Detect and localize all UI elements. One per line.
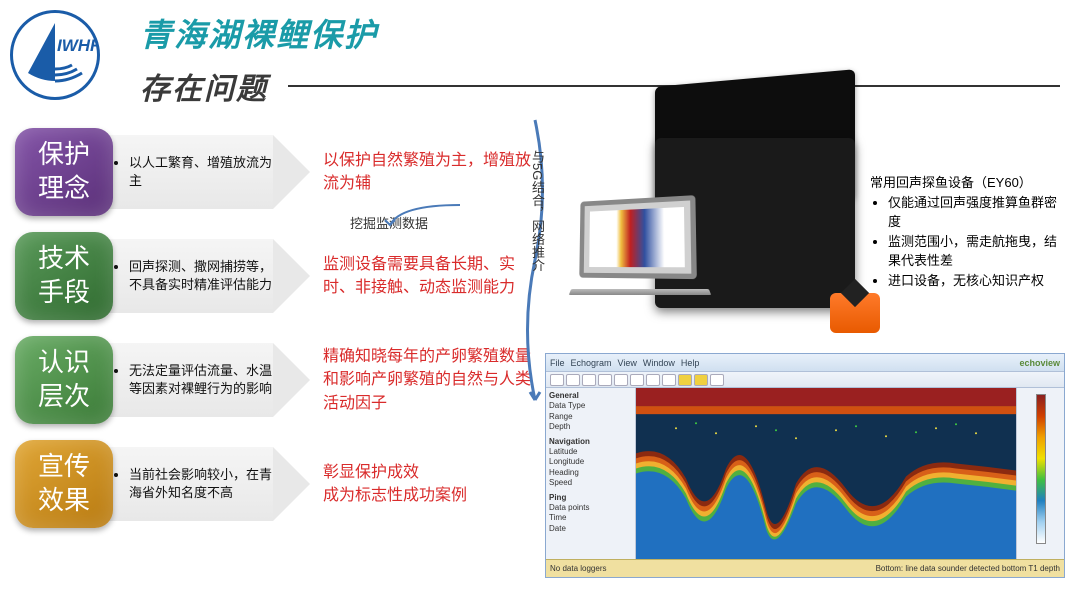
sonar-sidebar-left: General Data Type Range Depth Navigation…	[546, 388, 636, 559]
tb-btn[interactable]	[678, 374, 692, 386]
sonar-body: General Data Type Range Depth Navigation…	[546, 388, 1064, 559]
side-label: Ping	[549, 493, 632, 503]
mining-arrow-icon	[330, 200, 470, 240]
badge-3: 认识 层次	[15, 336, 113, 424]
side-label: Data Type	[549, 401, 632, 411]
side-label: General	[549, 391, 632, 401]
equip-point-1: 监测范围小，需走航拖曳，结果代表性差	[888, 232, 1060, 271]
equipment-text: 常用回声探鱼设备（EY60） 仅能通过回声强度推算鱼群密度 监测范围小，需走航拖…	[870, 173, 1060, 290]
left-column: 保护 理念 以人工繁育、增殖放流为主 以保护自然繁殖为主，增殖放流为辅 技术 手…	[15, 128, 535, 528]
tb-btn[interactable]	[582, 374, 596, 386]
subtitle: 存在问题	[140, 64, 268, 108]
side-label: Data points	[549, 503, 632, 513]
red-2: 监测设备需要具备长期、实时、非接触、动态监测能力	[323, 253, 533, 299]
side-label: Date	[549, 524, 632, 534]
row-publicity: 宣传 效果 当前社会影响较小，在青海省外知名度不高 彰显保护成效 成为标志性成功…	[15, 440, 535, 528]
logo-badge: IWHR	[10, 10, 100, 100]
transducer	[830, 293, 880, 333]
badge-4-line2: 效果	[38, 484, 90, 518]
equipment-title: 常用回声探鱼设备（EY60）	[870, 173, 1060, 193]
equipment-photo	[555, 128, 875, 338]
tb-btn[interactable]	[694, 374, 708, 386]
arrow-3: 无法定量评估流量、水温等因素对裸鲤行为的影响	[103, 343, 273, 417]
side-label: Speed	[549, 478, 632, 488]
arrow-1: 以人工繁育、增殖放流为主	[103, 135, 273, 209]
side-label: Longitude	[549, 457, 632, 467]
side-label: Range	[549, 412, 632, 422]
bullet-3-0: 无法定量评估流量、水温等因素对裸鲤行为的影响	[129, 362, 273, 397]
logo-svg: IWHR	[13, 13, 97, 97]
svg-text:IWHR: IWHR	[57, 36, 97, 55]
menu-view[interactable]: View	[618, 358, 637, 368]
titles: 青海湖裸鲤保护 存在问题	[140, 10, 1060, 108]
side-label: Navigation	[549, 437, 632, 447]
equip-point-0: 仅能通过回声强度推算鱼群密度	[888, 193, 1060, 232]
sonar-window: File Echogram View Window Help echoview	[545, 353, 1065, 578]
bullet-1-0: 以人工繁育、增殖放流为主	[129, 154, 273, 189]
red-3: 精确知晓每年的产卵繁殖数量和影响产卵繁殖的自然与人类活动因子	[323, 345, 533, 415]
subtitle-row: 存在问题	[140, 64, 1060, 108]
status-right: Bottom: line data sounder detected botto…	[876, 564, 1060, 573]
badge-1-line1: 保护	[38, 138, 90, 172]
badge-4-line1: 宣传	[38, 450, 90, 484]
side-label: Depth	[549, 422, 632, 432]
laptop-base	[569, 289, 711, 295]
tb-btn[interactable]	[566, 374, 580, 386]
red-1: 以保护自然繁殖为主，增殖放流为辅	[323, 149, 533, 195]
equip-point-2: 进口设备，无核心知识产权	[888, 271, 1060, 291]
sonar-statusbar: No data loggers Bottom: line data sounde…	[546, 559, 1064, 577]
badge-2-line2: 手段	[38, 276, 90, 310]
sonar-menubar: File Echogram View Window Help echoview	[546, 354, 1064, 372]
sonar-sidebar-right	[1016, 388, 1064, 559]
menu-window[interactable]: Window	[643, 358, 675, 368]
menu-file[interactable]: File	[550, 358, 565, 368]
sonar-brand: echoview	[1019, 358, 1060, 368]
arrow-2: 回声探测、撒网捕捞等，不具备实时精准评估能力	[103, 239, 273, 313]
side-label: Heading	[549, 468, 632, 478]
badge-1: 保护 理念	[15, 128, 113, 216]
tb-btn[interactable]	[630, 374, 644, 386]
tb-btn[interactable]	[550, 374, 564, 386]
badge-3-line1: 认识	[38, 346, 90, 380]
laptop-screen	[579, 195, 697, 279]
row-tech-means: 技术 手段 回声探测、撒网捕捞等，不具备实时精准评估能力 监测设备需要具备长期、…	[15, 232, 535, 320]
tb-btn[interactable]	[646, 374, 660, 386]
right-column: 常用回声探鱼设备（EY60） 仅能通过回声强度推算鱼群密度 监测范围小，需走航拖…	[545, 128, 1065, 528]
tb-btn[interactable]	[710, 374, 724, 386]
badge-2-line1: 技术	[38, 242, 90, 276]
badge-4: 宣传 效果	[15, 440, 113, 528]
side-label: Latitude	[549, 447, 632, 457]
content: 保护 理念 以人工繁育、增殖放流为主 以保护自然繁殖为主，增殖放流为辅 技术 手…	[0, 108, 1080, 528]
menu-help[interactable]: Help	[681, 358, 700, 368]
bullet-2-0: 回声探测、撒网捕捞等，不具备实时精准评估能力	[129, 258, 273, 293]
laptop	[575, 198, 705, 288]
header: IWHR 青海湖裸鲤保护 存在问题	[0, 0, 1080, 108]
badge-3-line2: 层次	[38, 380, 90, 414]
main-title: 青海湖裸鲤保护	[140, 10, 1060, 56]
badge-2: 技术 手段	[15, 232, 113, 320]
tb-btn[interactable]	[662, 374, 676, 386]
menu-echogram[interactable]: Echogram	[571, 358, 612, 368]
bullet-4-0: 当前社会影响较小，在青海省外知名度不高	[129, 466, 273, 501]
tb-btn[interactable]	[614, 374, 628, 386]
row-knowledge: 认识 层次 无法定量评估流量、水温等因素对裸鲤行为的影响 精确知晓每年的产卵繁殖…	[15, 336, 535, 424]
arrow-4: 当前社会影响较小，在青海省外知名度不高	[103, 447, 273, 521]
side-label: Time	[549, 513, 632, 523]
sonar-toolbar	[546, 372, 1064, 388]
badge-1-line2: 理念	[38, 172, 90, 206]
sonar-echogram	[636, 388, 1016, 559]
colorbar	[1036, 394, 1046, 544]
status-left: No data loggers	[550, 564, 606, 573]
tb-btn[interactable]	[598, 374, 612, 386]
red-4: 彰显保护成效 成为标志性成功案例	[323, 461, 533, 507]
